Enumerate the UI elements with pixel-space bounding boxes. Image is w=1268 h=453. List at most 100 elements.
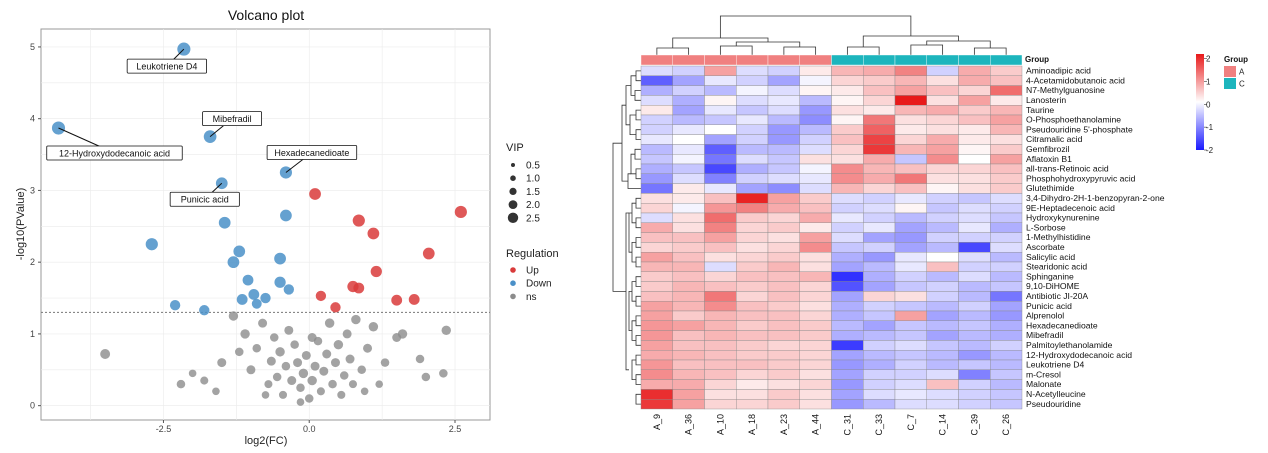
heatmap-cell <box>926 379 959 390</box>
heatmap-cell <box>894 291 927 302</box>
heatmap-row-label: N7-Methylguanosine <box>1026 85 1105 95</box>
heatmap-cell <box>799 271 832 282</box>
heatmap-row-label: Sphinganine <box>1026 271 1074 281</box>
heatmap-cell <box>831 163 864 175</box>
heatmap-cell <box>894 232 927 243</box>
heatmap-cell <box>704 301 737 312</box>
heatmap-row-label: Glutethimide <box>1026 183 1074 193</box>
heatmap-cell <box>990 65 1023 77</box>
heatmap-cell <box>736 124 769 135</box>
heatmap-cell <box>640 242 673 253</box>
heatmap-cell <box>640 330 673 341</box>
point-down <box>248 289 260 300</box>
heatmap-cell <box>958 320 991 331</box>
heatmap-cell <box>640 251 673 263</box>
heatmap-cell <box>767 310 800 322</box>
heatmap-row-label: L-Sorbose <box>1026 222 1066 232</box>
heatmap-row-label: Pseudouridine <box>1026 399 1081 409</box>
heatmap-cell <box>990 389 1023 400</box>
heatmap-cell <box>736 134 769 145</box>
heatmap-cell <box>958 281 991 292</box>
heatmap-cell <box>958 114 991 126</box>
dendrogram-branch <box>628 212 632 253</box>
heatmap-cell <box>672 183 705 194</box>
heatmap-cell <box>894 212 927 224</box>
point-ns <box>296 398 305 406</box>
x-tick-label: 0.0 <box>303 424 316 434</box>
heatmap-cell <box>958 144 991 155</box>
heatmap-cell <box>704 124 737 135</box>
point-ns <box>266 356 276 366</box>
point-up <box>454 205 467 219</box>
heatmap-cell <box>767 291 800 302</box>
heatmap-cell <box>767 340 800 351</box>
heatmap-cell <box>767 379 800 390</box>
volcano-annotations: Leukotriene D4 12-Hydroxydodecanoic acid M… <box>46 48 358 207</box>
point-ns <box>348 380 357 389</box>
color-scale-tick-label: 2 <box>1206 55 1211 64</box>
heatmap-cell <box>640 222 673 233</box>
heatmap-cell <box>926 124 959 135</box>
heatmap-cell <box>767 232 800 243</box>
heatmap-cell <box>736 291 769 302</box>
heatmap-cell <box>799 222 832 233</box>
heatmap-cell <box>863 114 896 126</box>
dendrogram-branch <box>631 202 636 224</box>
heatmap-cell <box>863 389 896 400</box>
heatmap-cell <box>926 144 959 155</box>
heatmap-cell <box>736 389 769 400</box>
vip-legend-key <box>507 212 519 223</box>
heatmap-column-label: C_33 <box>874 414 884 436</box>
heatmap-cell <box>831 124 864 135</box>
heatmap-cell <box>767 350 800 361</box>
dendrogram-branch <box>973 47 1007 55</box>
heatmap-cell <box>799 75 832 86</box>
dendrogram-branch <box>635 315 641 327</box>
vip-legend-label: 1.5 <box>526 187 540 198</box>
annotation-box <box>266 145 358 160</box>
y-tick-label: 4 <box>30 114 35 124</box>
heatmap-cell <box>894 202 927 214</box>
heatmap-cell <box>799 183 832 194</box>
heatmap-cell <box>704 163 737 175</box>
heatmap-cell <box>672 124 705 135</box>
heatmap-cell <box>894 261 927 273</box>
heatmap-cell <box>736 202 769 214</box>
dendrogram-branch <box>625 212 629 371</box>
heatmap-cell <box>831 202 864 214</box>
volcano-y-ticks: 0 1 2 3 4 5 <box>30 42 41 411</box>
heatmap-cell <box>926 340 959 351</box>
group-legend-swatch <box>1224 78 1236 89</box>
heatmap-row-label: Hexadecanedioate <box>1026 320 1098 330</box>
volcano-panel <box>40 28 491 421</box>
heatmap-cell <box>926 251 959 263</box>
heatmap-cell <box>736 85 769 96</box>
heatmap-cell <box>831 144 864 155</box>
heatmap-cell <box>831 261 864 273</box>
heatmap-cell <box>990 359 1023 371</box>
point-ns <box>368 322 379 332</box>
heatmap: Group Aminoadipic acid4-Acetamidobutanoi… <box>612 15 1248 436</box>
heatmap-cell <box>831 212 864 224</box>
color-scale-tick-label: -1 <box>1206 123 1214 132</box>
point-up <box>352 214 365 227</box>
heatmap-cell <box>990 114 1023 126</box>
heatmap-cell <box>672 202 705 214</box>
heatmap-cell <box>863 340 896 351</box>
heatmap-cell <box>704 330 737 341</box>
heatmap-cell <box>863 271 896 282</box>
heatmap-cell <box>863 144 896 155</box>
heatmap-cell <box>831 232 864 243</box>
dendrogram-branch <box>635 295 641 307</box>
annotation-box <box>202 111 263 127</box>
heatmap-cell <box>640 379 673 390</box>
heatmap-cell <box>990 379 1023 390</box>
heatmap-cell <box>640 310 673 322</box>
heatmap-cell <box>831 301 864 312</box>
heatmap-cell <box>704 193 737 204</box>
heatmap-cell <box>894 163 927 175</box>
point-up <box>353 282 365 294</box>
heatmap-row-label: Aflatoxin B1 <box>1026 154 1072 164</box>
heatmap-cell <box>863 350 896 361</box>
point-ns <box>176 379 186 389</box>
